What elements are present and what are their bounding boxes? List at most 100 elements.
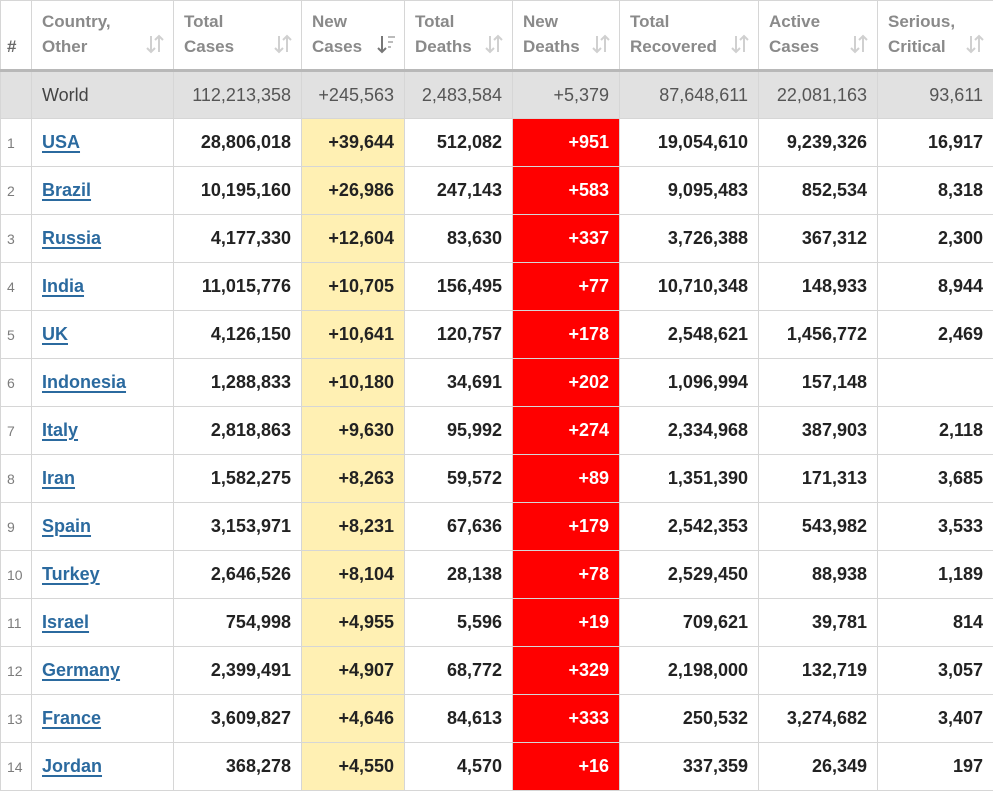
header-active-cases[interactable]: Active Cases bbox=[759, 1, 878, 71]
rank-cell: 8 bbox=[1, 455, 32, 503]
world-total-cases-cell: 112,213,358 bbox=[174, 71, 302, 119]
total-deaths-cell: 68,772 bbox=[405, 647, 513, 695]
header-total-recovered[interactable]: Total Recovered bbox=[620, 1, 759, 71]
serious-critical-cell: 3,057 bbox=[878, 647, 993, 695]
rank-cell: 10 bbox=[1, 551, 32, 599]
total-deaths-cell: 28,138 bbox=[405, 551, 513, 599]
total-deaths-cell: 512,082 bbox=[405, 119, 513, 167]
country-cell: Brazil bbox=[32, 167, 174, 215]
country-link[interactable]: Indonesia bbox=[42, 372, 126, 392]
country-link[interactable]: India bbox=[42, 276, 84, 296]
country-cell: Italy bbox=[32, 407, 174, 455]
total-cases-cell: 28,806,018 bbox=[174, 119, 302, 167]
new-cases-cell: +8,231 bbox=[302, 503, 405, 551]
total-recovered-cell: 2,529,450 bbox=[620, 551, 759, 599]
country-cell: Turkey bbox=[32, 551, 174, 599]
country-link[interactable]: Italy bbox=[42, 420, 78, 440]
serious-critical-cell: 16,917 bbox=[878, 119, 993, 167]
sort-arrows-icon[interactable] bbox=[484, 33, 504, 55]
total-cases-cell: 1,288,833 bbox=[174, 359, 302, 407]
serious-critical-cell bbox=[878, 359, 993, 407]
header-total-deaths[interactable]: Total Deaths bbox=[405, 1, 513, 71]
serious-critical-cell: 3,685 bbox=[878, 455, 993, 503]
sort-arrows-icon[interactable] bbox=[849, 33, 869, 55]
total-deaths-cell: 83,630 bbox=[405, 215, 513, 263]
new-cases-cell: +4,955 bbox=[302, 599, 405, 647]
header-total-deaths-line1: Total bbox=[415, 9, 502, 34]
world-new-deaths-cell: +5,379 bbox=[513, 71, 620, 119]
country-cell: Israel bbox=[32, 599, 174, 647]
serious-critical-cell: 3,533 bbox=[878, 503, 993, 551]
serious-critical-cell: 197 bbox=[878, 743, 993, 791]
world-row: World 112,213,358 +245,563 2,483,584 +5,… bbox=[1, 71, 993, 119]
serious-critical-cell: 8,944 bbox=[878, 263, 993, 311]
new-deaths-cell: +179 bbox=[513, 503, 620, 551]
country-link[interactable]: Iran bbox=[42, 468, 75, 488]
rank-cell: 5 bbox=[1, 311, 32, 359]
total-deaths-cell: 59,572 bbox=[405, 455, 513, 503]
header-total-cases-line1: Total bbox=[184, 9, 291, 34]
country-link[interactable]: USA bbox=[42, 132, 80, 152]
total-deaths-cell: 4,570 bbox=[405, 743, 513, 791]
header-country[interactable]: Country, Other bbox=[32, 1, 174, 71]
new-cases-cell: +9,630 bbox=[302, 407, 405, 455]
country-link[interactable]: Israel bbox=[42, 612, 89, 632]
total-deaths-cell: 95,992 bbox=[405, 407, 513, 455]
new-deaths-cell: +16 bbox=[513, 743, 620, 791]
total-deaths-cell: 34,691 bbox=[405, 359, 513, 407]
country-link[interactable]: France bbox=[42, 708, 101, 728]
sort-arrows-icon[interactable] bbox=[273, 33, 293, 55]
country-link[interactable]: Brazil bbox=[42, 180, 91, 200]
new-cases-cell: +10,641 bbox=[302, 311, 405, 359]
active-cases-cell: 3,274,682 bbox=[759, 695, 878, 743]
header-country-line1: Country, bbox=[42, 9, 163, 34]
country-link[interactable]: UK bbox=[42, 324, 68, 344]
new-cases-cell: +12,604 bbox=[302, 215, 405, 263]
world-serious-cell: 93,611 bbox=[878, 71, 993, 119]
sort-arrows-icon[interactable] bbox=[965, 33, 985, 55]
new-cases-cell: +8,104 bbox=[302, 551, 405, 599]
serious-critical-cell: 814 bbox=[878, 599, 993, 647]
total-deaths-cell: 156,495 bbox=[405, 263, 513, 311]
country-link[interactable]: Germany bbox=[42, 660, 120, 680]
new-cases-cell: +8,263 bbox=[302, 455, 405, 503]
header-active-cases-line1: Active bbox=[769, 9, 867, 34]
active-cases-cell: 157,148 bbox=[759, 359, 878, 407]
total-recovered-cell: 3,726,388 bbox=[620, 215, 759, 263]
new-deaths-cell: +583 bbox=[513, 167, 620, 215]
header-total-cases[interactable]: Total Cases bbox=[174, 1, 302, 71]
header-new-deaths[interactable]: New Deaths bbox=[513, 1, 620, 71]
total-recovered-cell: 1,351,390 bbox=[620, 455, 759, 503]
header-new-cases[interactable]: New Cases bbox=[302, 1, 405, 71]
total-cases-cell: 4,126,150 bbox=[174, 311, 302, 359]
new-cases-cell: +4,550 bbox=[302, 743, 405, 791]
sort-arrows-icon[interactable] bbox=[591, 33, 611, 55]
country-link[interactable]: Turkey bbox=[42, 564, 100, 584]
country-link[interactable]: Jordan bbox=[42, 756, 102, 776]
active-cases-cell: 852,534 bbox=[759, 167, 878, 215]
total-recovered-cell: 2,542,353 bbox=[620, 503, 759, 551]
sort-descending-icon[interactable] bbox=[376, 33, 396, 55]
header-serious-critical[interactable]: Serious, Critical bbox=[878, 1, 993, 71]
active-cases-cell: 88,938 bbox=[759, 551, 878, 599]
header-serious-line1: Serious, bbox=[888, 9, 983, 34]
country-cell: Jordan bbox=[32, 743, 174, 791]
total-cases-cell: 368,278 bbox=[174, 743, 302, 791]
sort-arrows-icon[interactable] bbox=[730, 33, 750, 55]
new-deaths-cell: +329 bbox=[513, 647, 620, 695]
total-recovered-cell: 9,095,483 bbox=[620, 167, 759, 215]
total-cases-cell: 2,646,526 bbox=[174, 551, 302, 599]
country-link[interactable]: Russia bbox=[42, 228, 101, 248]
sort-arrows-icon[interactable] bbox=[145, 33, 165, 55]
total-cases-cell: 10,195,160 bbox=[174, 167, 302, 215]
serious-critical-cell: 1,189 bbox=[878, 551, 993, 599]
new-deaths-cell: +202 bbox=[513, 359, 620, 407]
world-new-cases-cell: +245,563 bbox=[302, 71, 405, 119]
header-rank-label: # bbox=[7, 34, 16, 59]
country-link[interactable]: Spain bbox=[42, 516, 91, 536]
